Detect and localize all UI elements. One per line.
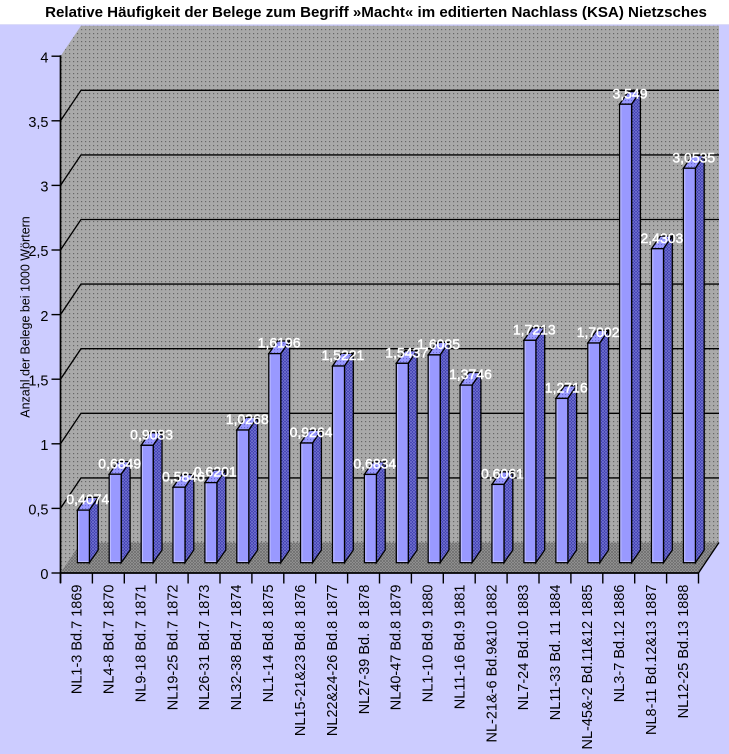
svg-text:0,5: 0,5: [28, 503, 48, 519]
svg-text:NL15-21&23 Bd.8 1876: NL15-21&23 Bd.8 1876: [293, 585, 309, 737]
svg-text:NL19-25 Bd.7 1872: NL19-25 Bd.7 1872: [165, 585, 181, 711]
svg-text:0,9264: 0,9264: [290, 424, 333, 440]
svg-text:0,6061: 0,6061: [481, 466, 524, 482]
svg-text:4: 4: [40, 50, 48, 66]
svg-text:NL3-7 Bd.12 1886: NL3-7 Bd.12 1886: [612, 585, 628, 703]
svg-text:NL26-31 Bd.7 1873: NL26-31 Bd.7 1873: [197, 585, 213, 711]
svg-text:NL9-18 Bd.7 1871: NL9-18 Bd.7 1871: [133, 585, 149, 703]
svg-text:NL27-39 Bd. 8 1878: NL27-39 Bd. 8 1878: [357, 585, 373, 715]
svg-text:0,6834: 0,6834: [353, 456, 396, 472]
svg-text:0: 0: [40, 567, 48, 583]
svg-text:2,4303: 2,4303: [640, 230, 683, 246]
svg-text:1,5437: 1,5437: [385, 344, 428, 360]
svg-text:NL8-11 Bd.12&13 1887: NL8-11 Bd.12&13 1887: [644, 585, 660, 736]
svg-text:1,3746: 1,3746: [449, 366, 492, 382]
svg-text:1,6196: 1,6196: [258, 335, 301, 351]
svg-text:NL7-24 Bd.10 1883: NL7-24 Bd.10 1883: [516, 585, 532, 711]
svg-text:0,6849: 0,6849: [98, 455, 141, 471]
svg-text:NL1-3 Bd.7 1869: NL1-3 Bd.7 1869: [70, 585, 86, 695]
svg-text:3,5: 3,5: [28, 115, 48, 131]
svg-text:NL11-33 Bd. 11 1884: NL11-33 Bd. 11 1884: [548, 585, 564, 721]
svg-text:NL32-38 Bd.7 1874: NL32-38 Bd.7 1874: [229, 585, 245, 711]
svg-text:1,6085: 1,6085: [417, 336, 460, 352]
svg-text:Anzahl der Belege bei 1000 Wör: Anzahl der Belege bei 1000 Wörtern: [19, 216, 33, 418]
svg-text:2,5: 2,5: [28, 244, 48, 260]
svg-text:1: 1: [40, 438, 48, 454]
svg-text:0,9083: 0,9083: [130, 426, 173, 442]
svg-text:NL1-14 Bd.8 1875: NL1-14 Bd.8 1875: [261, 585, 277, 703]
svg-text:0,5846: 0,5846: [162, 468, 205, 484]
svg-text:1,2716: 1,2716: [545, 380, 588, 396]
svg-text:NL1-10 Bd.9 1880: NL1-10 Bd.9 1880: [421, 585, 437, 703]
svg-text:3,549: 3,549: [612, 85, 647, 101]
svg-text:3,0535: 3,0535: [672, 149, 715, 165]
svg-text:1,5221: 1,5221: [321, 347, 364, 363]
svg-text:1,7002: 1,7002: [577, 324, 620, 340]
svg-text:1,0268: 1,0268: [226, 411, 269, 427]
svg-text:1,5: 1,5: [28, 373, 48, 389]
svg-text:0,4074: 0,4074: [66, 491, 109, 507]
svg-text:2: 2: [40, 309, 48, 325]
svg-text:Relative Häufigkeit der Belege: Relative Häufigkeit der Belege zum Begri…: [45, 4, 707, 21]
svg-text:NL4-8 Bd.7 1870: NL4-8 Bd.7 1870: [102, 585, 118, 695]
svg-text:NL11-16 Bd.9 1881: NL11-16 Bd.9 1881: [452, 585, 468, 710]
svg-text:NL-21&-6 Bd.9&10 1882: NL-21&-6 Bd.9&10 1882: [484, 585, 500, 743]
svg-text:NL22&24-26 Bd.8 1877: NL22&24-26 Bd.8 1877: [325, 585, 341, 737]
svg-text:1,7213: 1,7213: [513, 321, 556, 337]
svg-text:NL-45&-2 Bd.11&12 1885: NL-45&-2 Bd.11&12 1885: [580, 585, 596, 750]
svg-text:NL40-47 Bd.8 1879: NL40-47 Bd.8 1879: [389, 585, 405, 711]
svg-text:0,6201: 0,6201: [194, 464, 237, 480]
svg-text:NL12-25 Bd.13 1888: NL12-25 Bd.13 1888: [676, 585, 692, 719]
svg-text:3: 3: [40, 180, 48, 196]
